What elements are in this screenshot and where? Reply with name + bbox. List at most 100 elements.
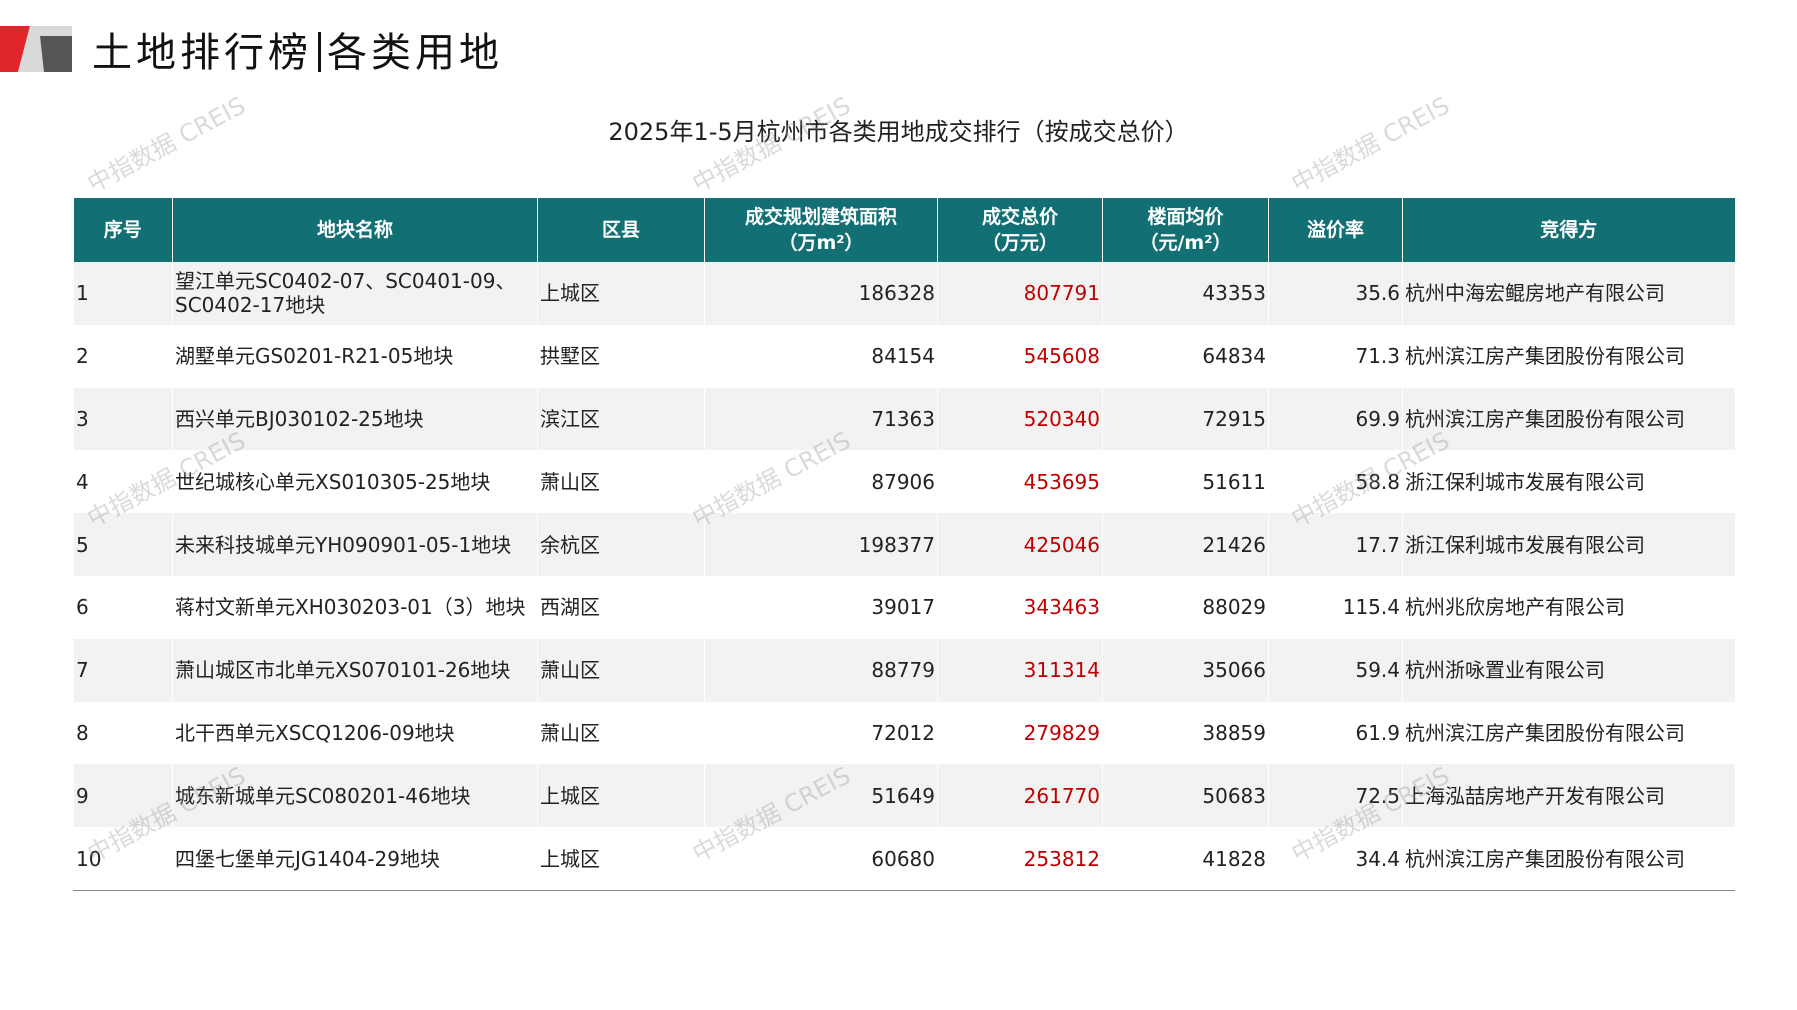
table-cell: 425046 [937,513,1103,576]
table-cell: 88779 [704,638,938,702]
table-cell: 世纪城核心单元XS010305-25地块 [172,450,538,514]
header-line: 成交总价 [981,206,1058,228]
table-cell: 6 [73,575,173,639]
table-cell: 198377 [704,513,938,576]
table-cell: 萧山城区市北单元XS070101-26地块 [172,638,538,702]
header-line: 地块名称 [316,219,393,241]
table-cell: 58.8 [1268,450,1403,514]
table-cell: 520340 [937,387,1103,451]
table-cell: 杭州滨江房产集团股份有限公司 [1402,324,1735,388]
table-cell: 59.4 [1268,638,1403,702]
table-cell: 浙江保利城市发展有限公司 [1402,513,1735,576]
table-cell: 71363 [704,387,938,451]
ranking-table: 序号 地块名称 区县 成交规划建筑面积 （万m²） 成交总价 （万元） 楼面均价 （元/m²） 溢… [73,198,1735,891]
table-cell: 西湖区 [537,575,705,639]
table-cell: 7 [73,638,173,702]
table-cell: 261770 [937,764,1103,828]
table-cell: 8 [73,701,173,765]
table-cell: 279829 [937,701,1103,765]
table-cell: 69.9 [1268,387,1403,451]
table-cell: 杭州中海宏鲲房地产有限公司 [1402,262,1735,325]
column-header: 区县 [537,198,705,262]
table-cell: 343463 [937,575,1103,639]
table-cell: 1 [73,262,173,325]
column-header: 竞得方 [1402,198,1735,262]
table-cell: 滨江区 [537,387,705,451]
logo [0,26,72,72]
table-cell: 城东新城单元SC080201-46地块 [172,764,538,828]
table-title: 2025年1-5月杭州市各类用地成交排行（按成交总价） [608,118,1189,146]
column-header: 楼面均价 （元/m²） [1102,198,1269,262]
table-cell: 21426 [1102,513,1269,576]
header-line: 区县 [601,219,640,241]
table-row: 10 四堡七堡单元JG1404-29地块 上城区 60680 253812 41828 34… [73,827,1735,891]
table-cell: 17.7 [1268,513,1403,576]
table-cell: 4 [73,450,173,514]
table-cell: 311314 [937,638,1103,702]
table-cell: 61.9 [1268,701,1403,765]
title-right: 各类用地 [327,30,503,76]
table-cell: 西兴单元BJ030102-25地块 [172,387,538,451]
table-row: 9 城东新城单元SC080201-46地块 上城区 51649 261770 50683 7… [73,764,1735,828]
header-line: 成交规划建筑面积 [744,206,897,228]
table-cell: 51649 [704,764,938,828]
column-header: 序号 [73,198,173,262]
table-row: 8 北干西单元XSCQ1206-09地块 萧山区 72012 279829 38859 61… [73,701,1735,765]
table-cell: 上海泓喆房地产开发有限公司 [1402,764,1735,828]
header-row: 序号 地块名称 区县 成交规划建筑面积 （万m²） 成交总价 （万元） 楼面均价 （元/m²） 溢… [73,198,1735,262]
table-row: 3 西兴单元BJ030102-25地块 滨江区 71363 520340 72915 69.… [73,387,1735,451]
table-cell: 四堡七堡单元JG1404-29地块 [172,827,538,891]
header-line: 楼面均价 [1147,206,1224,228]
table-cell: 71.3 [1268,324,1403,388]
column-header: 地块名称 [172,198,538,262]
table-cell: 5 [73,513,173,576]
table-row: 7 萧山城区市北单元XS070101-26地块 萧山区 88779 311314 3506… [73,638,1735,702]
table-cell: 浙江保利城市发展有限公司 [1402,450,1735,514]
table-cell: 杭州滨江房产集团股份有限公司 [1402,701,1735,765]
table-cell: 807791 [937,262,1103,325]
table-row: 2 湖墅单元GS0201-R21-05地块 拱墅区 84154 545608 64834 7… [73,324,1735,388]
table-cell: 蒋村文新单元XH030203-01（3）地块 [172,575,538,639]
table-row: 1 望江单元SC0402-07、SC0401-09、SC0402-17地块 上城区 1… [73,262,1735,325]
table-cell: 115.4 [1268,575,1403,639]
table-cell: 64834 [1102,324,1269,388]
table-cell: 北干西单元XSCQ1206-09地块 [172,701,538,765]
table-cell: 87906 [704,450,938,514]
table-cell: 上城区 [537,262,705,325]
title-left: 土地排行榜 [92,30,312,76]
table-row: 5 未来科技城单元YH090901-05-1地块 余杭区 198377 425046 21… [73,513,1735,576]
table-cell: 9 [73,764,173,828]
table-cell: 453695 [937,450,1103,514]
header-line: （万m²） [778,232,864,254]
header-line: （元/m²） [1139,232,1232,254]
table-cell: 84154 [704,324,938,388]
column-header: 成交规划建筑面积 （万m²） [704,198,938,262]
table-cell: 未来科技城单元YH090901-05-1地块 [172,513,538,576]
header-line: （万元） [981,232,1058,254]
header-title: 土地排行榜 各类用地 [92,20,503,78]
table-cell: 杭州滨江房产集团股份有限公司 [1402,827,1735,891]
table-cell: 萧山区 [537,701,705,765]
table-cell: 35066 [1102,638,1269,702]
table-cell: 望江单元SC0402-07、SC0401-09、SC0402-17地块 [172,262,538,325]
table-cell: 3 [73,387,173,451]
table-cell: 余杭区 [537,513,705,576]
table-cell: 38859 [1102,701,1269,765]
table-cell: 41828 [1102,827,1269,891]
table-cell: 2 [73,324,173,388]
table-cell: 34.4 [1268,827,1403,891]
header-line: 序号 [103,219,142,241]
table-cell: 上城区 [537,827,705,891]
table-cell: 杭州滨江房产集团股份有限公司 [1402,387,1735,451]
table-cell: 10 [73,827,173,891]
table-cell: 萧山区 [537,638,705,702]
table-cell: 39017 [704,575,938,639]
table-row: 6 蒋村文新单元XH030203-01（3）地块 西湖区 39017 343463 880… [73,575,1735,639]
table-row: 4 世纪城核心单元XS010305-25地块 萧山区 87906 453695 51611… [73,450,1735,514]
table-cell: 72012 [704,701,938,765]
table-cell: 253812 [937,827,1103,891]
table-cell: 杭州兆欣房地产有限公司 [1402,575,1735,639]
table-cell: 上城区 [537,764,705,828]
table-cell: 51611 [1102,450,1269,514]
